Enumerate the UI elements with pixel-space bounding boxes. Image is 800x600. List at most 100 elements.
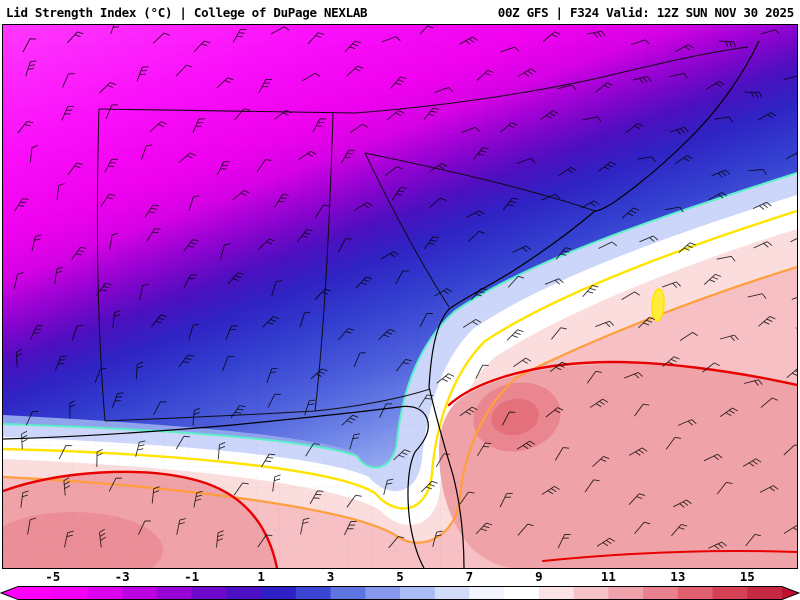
wind-barb <box>272 474 281 492</box>
wind-barb <box>216 77 234 89</box>
wind-barb <box>477 442 492 457</box>
wind-barb <box>582 116 602 122</box>
colorbar-label: 15 <box>739 569 755 584</box>
wind-barb <box>459 36 478 45</box>
coastline <box>3 40 760 568</box>
colorbar-labels: -5 -3 -1 1 3 5 7 9 11 13 15 <box>0 570 800 584</box>
wind-barb <box>664 206 684 213</box>
contour-lines <box>3 172 797 568</box>
wind-barb <box>193 40 211 53</box>
wind-barb <box>304 399 316 416</box>
wind-barb <box>639 235 659 243</box>
state-borders <box>96 46 749 422</box>
wind-barb <box>344 40 361 53</box>
wind-barb <box>390 76 407 89</box>
colorbar-segment <box>365 586 401 600</box>
wind-barb <box>459 406 478 417</box>
wind-barb <box>315 204 330 219</box>
wind-barb <box>475 522 493 535</box>
wind-barb <box>711 169 731 178</box>
wind-barb <box>718 40 737 48</box>
colorbar-label: -1 <box>184 569 200 584</box>
wind-barb <box>353 352 366 368</box>
wind-barb <box>71 324 84 341</box>
wind-barb <box>178 354 194 368</box>
wind-barb <box>188 323 200 340</box>
colorbar-label: 1 <box>257 569 265 584</box>
wind-barb <box>420 480 438 493</box>
wind-barb <box>742 458 762 467</box>
wind-barb <box>25 411 39 426</box>
wind-barb <box>309 490 324 505</box>
colorbar-segment <box>261 586 297 600</box>
colorbar-segment <box>434 586 470 600</box>
wind-barb <box>386 110 405 121</box>
wind-barb <box>760 29 780 35</box>
wind-barb <box>262 316 280 328</box>
colorbar-segment <box>18 586 54 600</box>
wind-barb <box>757 112 777 121</box>
wind-barb <box>624 372 643 379</box>
wind-barb <box>61 105 74 121</box>
wind-barb <box>582 284 599 297</box>
wind-barb <box>21 430 28 450</box>
wind-barb <box>96 448 103 467</box>
colorbar-segment <box>504 586 540 600</box>
wind-barb <box>341 149 355 164</box>
wind-barb <box>225 325 238 341</box>
wind-barb <box>305 443 320 457</box>
wind-barb <box>435 453 450 468</box>
wind-barb <box>56 183 65 201</box>
wind-barb <box>380 251 399 260</box>
wind-barb <box>630 39 650 46</box>
wind-barb <box>395 270 409 285</box>
wind-barb <box>267 393 281 408</box>
wind-barb <box>136 66 149 82</box>
wind-barb <box>432 530 443 547</box>
wind-barb <box>545 407 564 418</box>
colorbar-segment <box>469 586 505 600</box>
wind-barb <box>64 530 74 548</box>
wind-barb <box>183 274 197 289</box>
wind-barb <box>388 535 405 549</box>
wind-barb <box>429 163 448 172</box>
wind-barb <box>17 120 34 134</box>
wind-barb <box>589 398 609 408</box>
wind-barb <box>151 486 160 504</box>
wind-barb <box>192 407 201 426</box>
lid-strength-map <box>3 25 797 568</box>
wind-barb <box>257 534 273 548</box>
wind-barb <box>637 156 656 163</box>
colorbar-segment <box>87 586 123 600</box>
wind-barb <box>22 38 37 53</box>
colorbar-segment <box>156 586 193 600</box>
wind-barb <box>381 36 401 43</box>
wind-barb <box>270 26 290 35</box>
wind-barb <box>183 239 199 252</box>
wind-barb <box>745 533 762 547</box>
wind-barb <box>476 69 494 81</box>
wind-barb <box>662 356 680 367</box>
wind-barb <box>62 73 75 88</box>
wind-barb <box>678 242 696 254</box>
wind-barb <box>261 453 276 468</box>
closed-yellow-contour <box>651 288 665 322</box>
wind-barb <box>31 234 42 252</box>
wind-barb <box>595 320 615 328</box>
wind-barb <box>621 207 640 219</box>
wind-barb <box>434 87 454 94</box>
colorbar-segment <box>712 586 748 600</box>
wind-barb <box>436 373 455 384</box>
wind-barb <box>500 122 518 133</box>
wind-barb <box>423 236 440 250</box>
wind-barb <box>473 147 489 160</box>
wind-barb <box>139 283 149 301</box>
wind-barb <box>516 440 536 450</box>
wind-barb <box>598 241 618 249</box>
colorbar-segment <box>608 586 644 600</box>
wind-barb <box>20 490 29 508</box>
wind-barb <box>100 193 116 208</box>
wind-barb <box>140 144 153 161</box>
wind-barb <box>502 197 519 211</box>
wind-barb <box>258 238 276 250</box>
